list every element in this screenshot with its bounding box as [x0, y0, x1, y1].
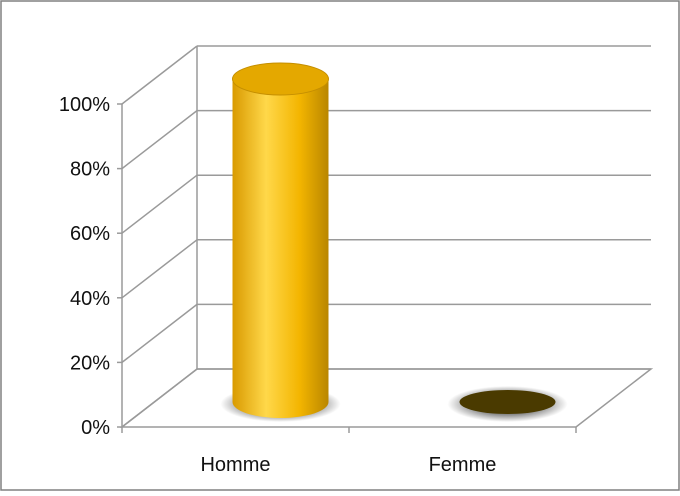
x-category-label: Homme: [200, 454, 270, 476]
bar-homme: [232, 79, 329, 418]
gridline-side: [121, 174, 198, 234]
y-tick-label: 60%: [70, 223, 110, 245]
gridline-side: [121, 45, 198, 105]
y-tick-label: 0%: [81, 417, 110, 439]
y-tick-label: 20%: [70, 352, 110, 374]
gridline-side: [121, 110, 198, 170]
gridline-side: [121, 368, 198, 428]
chart-floor: [119, 368, 654, 428]
x-category-label: Femme: [429, 454, 497, 476]
y-tick-label: 40%: [70, 288, 110, 310]
y-tick-label: 80%: [70, 159, 110, 181]
bar-top-homme: [232, 62, 329, 96]
gridline-side: [121, 239, 198, 299]
bar-femme: [459, 390, 556, 414]
gridline-side: [121, 303, 198, 363]
y-tick-label: 100%: [59, 94, 110, 116]
